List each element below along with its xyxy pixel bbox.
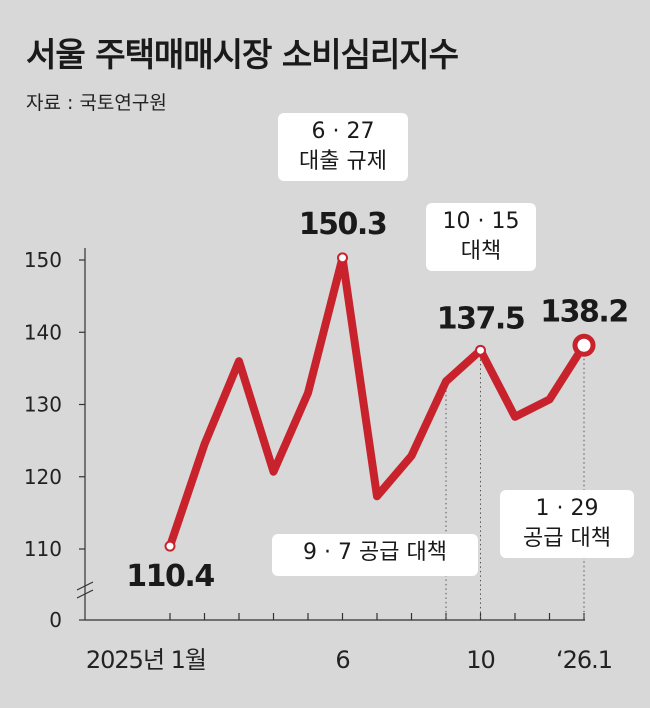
annotation-1-29-date: 1 · 29	[535, 496, 599, 521]
annotation-6-27: 6 · 27 대출 규제	[278, 113, 408, 181]
data-label: 137.5	[437, 301, 524, 336]
data-point-marker	[164, 540, 176, 552]
y-tick-label: 110	[24, 537, 62, 561]
annotation-10-15: 10 · 15 대책	[426, 203, 536, 271]
x-tick-label: ‘26.1	[556, 646, 612, 674]
annotation-9-7-text: 9 · 7 공급 대책	[303, 540, 447, 565]
y-tick-label: 130	[24, 393, 62, 417]
chart-title: 서울 주택매매시장 소비심리지수	[26, 35, 459, 74]
annotation-1-29-text: 공급 대책	[523, 526, 611, 551]
y-tick-label: 140	[24, 320, 62, 344]
data-label: 110.4	[126, 559, 214, 594]
annotation-9-7: 9 · 7 공급 대책	[272, 534, 478, 576]
y-tick-label: 150	[24, 248, 62, 272]
data-point-marker	[475, 344, 486, 356]
annotation-10-15-text: 대책	[460, 239, 502, 264]
annotation-6-27-text: 대출 규제	[299, 149, 387, 174]
data-label: 138.2	[540, 294, 627, 329]
x-tick-label: 6	[335, 646, 349, 674]
axis-break-mark	[76, 581, 94, 591]
data-point-marker	[337, 252, 348, 264]
x-tick-label: 2025년 1월	[86, 646, 206, 674]
y-tick-label: 0	[49, 608, 62, 632]
source-note: 자료 : 국토연구원	[26, 92, 167, 114]
data-label: 150.3	[299, 207, 386, 242]
annotation-10-15-date: 10 · 15	[442, 209, 520, 234]
data-point-marker	[572, 333, 596, 357]
x-tick-label: 10	[466, 646, 495, 674]
annotation-6-27-date: 6 · 27	[311, 119, 375, 144]
axis-break-mark	[76, 589, 94, 599]
series-line	[166, 253, 588, 551]
annotation-1-29: 1 · 29 공급 대책	[500, 490, 634, 558]
y-tick-label: 120	[24, 465, 62, 489]
